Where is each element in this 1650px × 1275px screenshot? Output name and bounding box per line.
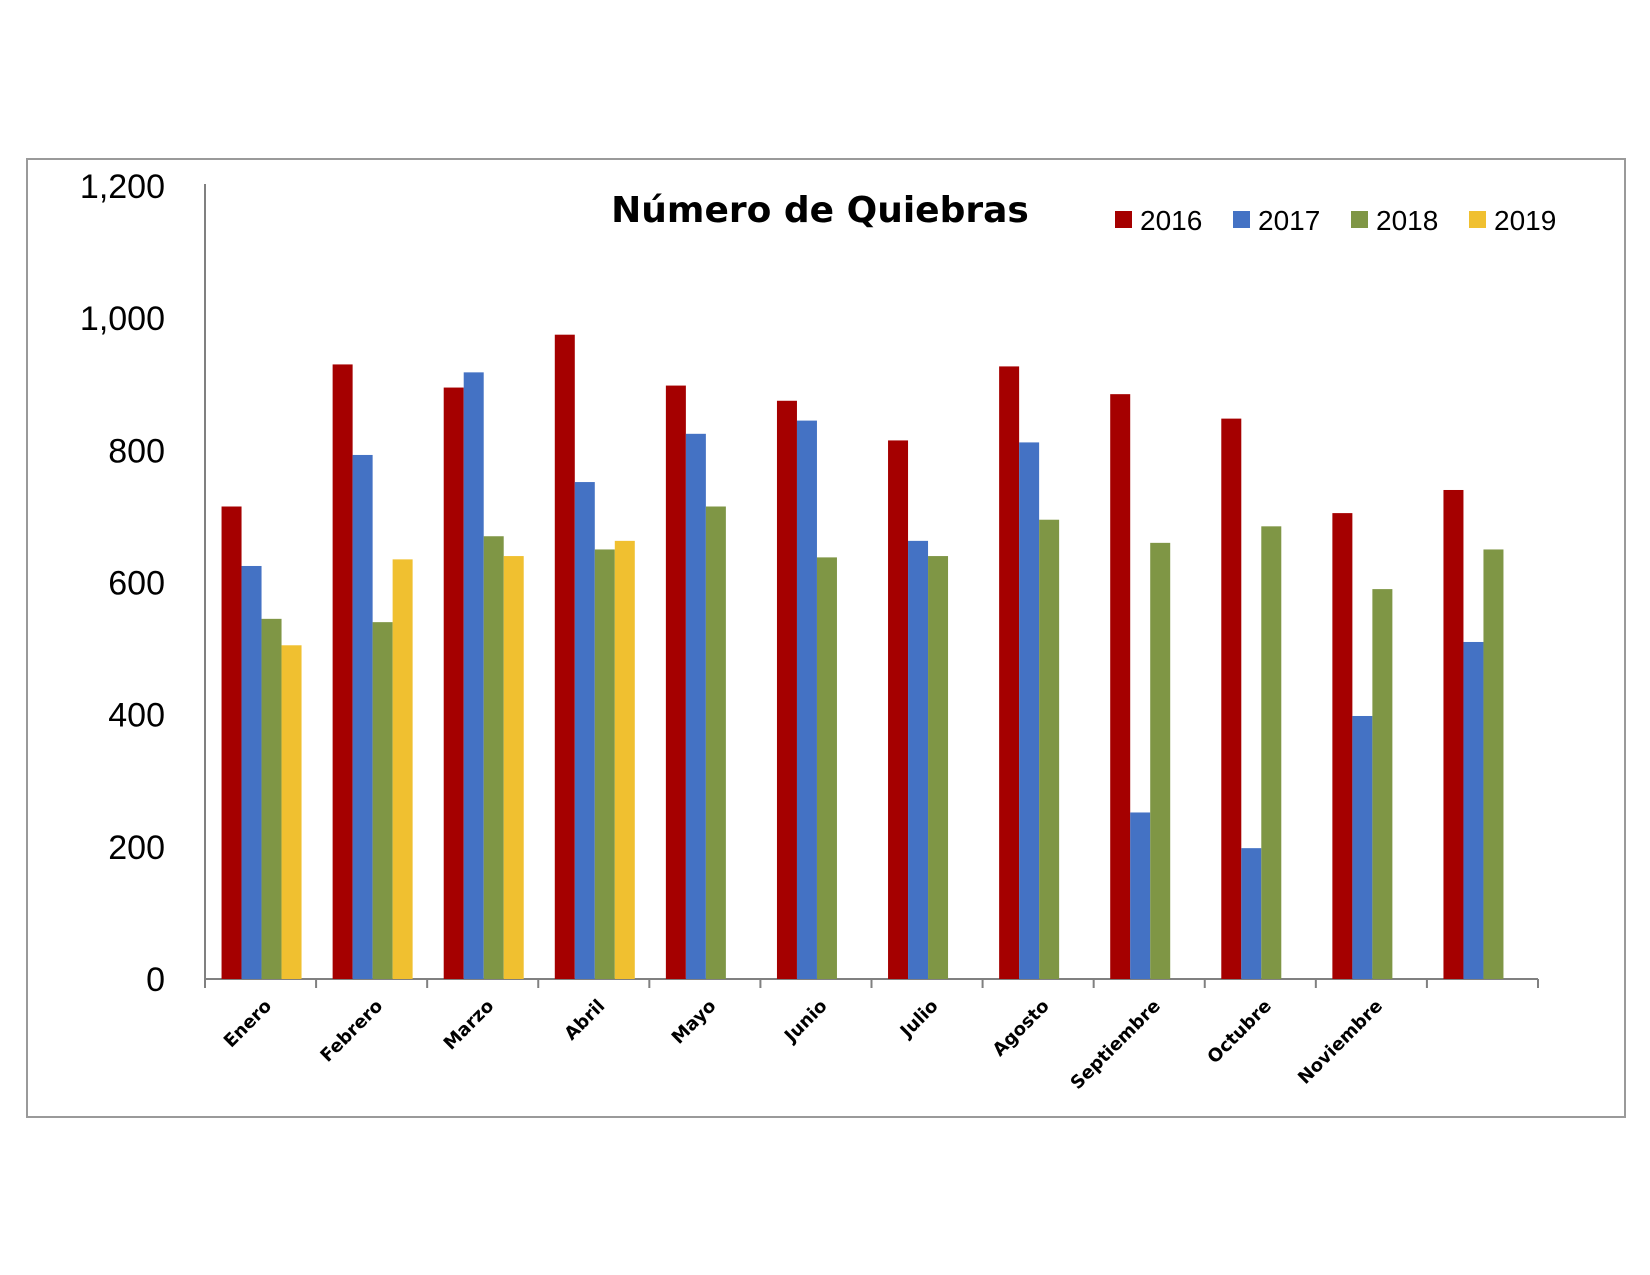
bar-2016-Julio <box>888 440 909 979</box>
bar-2017-Octubre <box>1241 848 1262 979</box>
bar-2018-Noviembre <box>1372 589 1393 979</box>
legend-label: 2016 <box>1140 205 1202 236</box>
bar-2019-Marzo <box>503 556 524 979</box>
bar-2016-Noviembre <box>1332 513 1353 979</box>
legend-label: 2018 <box>1376 205 1438 236</box>
bar-2018-Abril <box>594 549 615 979</box>
bar-2017-Septiembre <box>1130 812 1151 979</box>
legend-swatch <box>1233 211 1250 228</box>
bar-2016-Agosto <box>999 366 1020 980</box>
bar-2019-Abril <box>614 540 635 979</box>
x-tick-label: Marzo <box>440 996 499 1055</box>
bar-2016-Abril <box>554 334 575 979</box>
bar-2016-Mayo <box>665 385 686 979</box>
bar-2016-Octubre <box>1221 418 1242 979</box>
bar-2018-cat12 <box>1483 549 1504 979</box>
bars <box>221 334 1504 980</box>
y-tick-label: 0 <box>146 961 165 999</box>
legend-swatch <box>1469 211 1486 228</box>
x-tick-label: Junio <box>779 996 831 1048</box>
legend-label: 2019 <box>1494 205 1556 236</box>
y-axis: 0 200 400 600 800 1,000 1,200 <box>80 168 206 999</box>
y-tick-label: 600 <box>108 565 165 603</box>
bar-2017-Noviembre <box>1352 715 1373 979</box>
x-tick-label: Noviembre <box>1294 996 1387 1089</box>
bar-2018-Agosto <box>1039 519 1060 979</box>
bar-2017-Mayo <box>685 433 706 979</box>
bar-2016-Febrero <box>332 364 353 979</box>
bar-2018-Marzo <box>483 536 504 979</box>
bar-2017-Junio <box>796 420 817 979</box>
bar-2017-Agosto <box>1019 442 1040 979</box>
y-tick-label: 800 <box>108 432 165 470</box>
bar-2018-Junio <box>816 557 837 979</box>
legend-label: 2017 <box>1258 205 1320 236</box>
bar-2018-Febrero <box>372 622 393 979</box>
bar-2017-Abril <box>574 482 595 979</box>
x-tick-label: Agosto <box>989 996 1054 1061</box>
x-tick-label: Mayo <box>668 996 721 1049</box>
x-tick-label: Enero <box>220 996 276 1052</box>
bar-2018-Julio <box>928 556 949 979</box>
legend-swatch <box>1351 211 1368 228</box>
y-tick-label: 200 <box>108 829 165 867</box>
x-tick-label: Octubre <box>1203 996 1275 1068</box>
bar-2017-Enero <box>241 565 262 979</box>
bar-2017-Febrero <box>352 454 373 979</box>
x-tick-label: Febrero <box>316 996 387 1067</box>
bar-2018-Octubre <box>1261 526 1282 979</box>
chart-title: Número de Quiebras <box>611 190 1029 231</box>
x-axis: Enero Febrero Marzo Abril Mayo Junio Julio Agos… <box>204 978 1539 1094</box>
bar-2016-Septiembre <box>1110 394 1131 980</box>
bar-2019-Enero <box>281 645 302 979</box>
bar-2018-Mayo <box>705 506 726 979</box>
bar-2016-Marzo <box>443 387 464 979</box>
bar-2018-Enero <box>261 618 282 979</box>
x-tick-label: Julio <box>895 996 943 1044</box>
x-tick-label: Abril <box>561 996 610 1045</box>
y-tick-label: 1,200 <box>80 168 165 206</box>
bar-2017-Julio <box>908 540 929 979</box>
bar-2017-Marzo <box>463 372 484 980</box>
legend-swatch <box>1115 211 1132 228</box>
bar-2018-Septiembre <box>1150 542 1171 979</box>
bar-2019-Febrero <box>392 559 413 979</box>
bar-2017-cat12 <box>1463 641 1484 979</box>
x-tick-label: Septiembre <box>1067 996 1165 1094</box>
legend: 2016 2017 2018 2019 <box>1115 205 1556 236</box>
bar-2016-Junio <box>776 400 797 979</box>
bar-2016-Enero <box>221 506 242 979</box>
y-tick-label: 1,000 <box>80 300 165 338</box>
bar-2016-cat12 <box>1443 489 1464 979</box>
y-tick-label: 400 <box>108 697 165 735</box>
